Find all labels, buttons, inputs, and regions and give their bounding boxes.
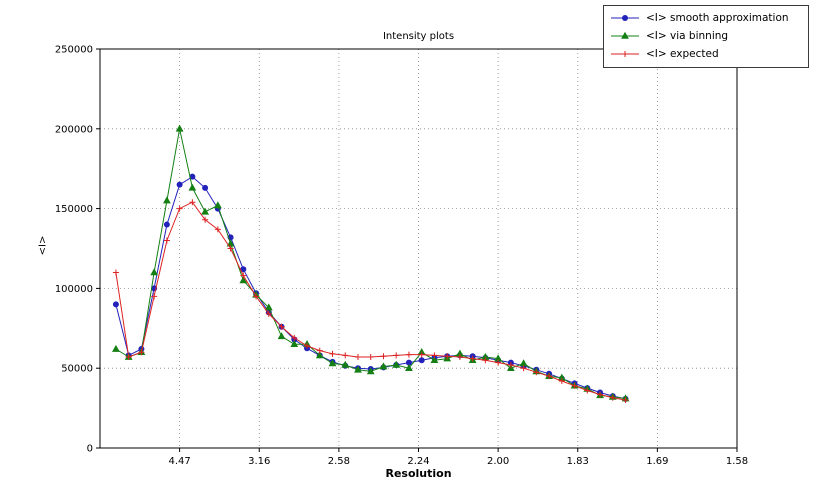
series-2	[112, 199, 629, 404]
svg-text:1.83: 1.83	[567, 456, 589, 467]
y-axis-ticks: 0 50000 100000 150000 200000 250000	[55, 45, 100, 455]
legend: <I> smooth approximation <I> via binning…	[603, 5, 809, 68]
legend-marker-circle-icon	[611, 15, 639, 21]
chart-title: Intensity plots	[382, 31, 455, 42]
axes-frame	[99, 48, 738, 449]
svg-text:150000: 150000	[55, 204, 93, 215]
x-axis-ticks: 4.47 3.16 2.58 2.24 2.00 1.83 1.69 1.58	[168, 448, 748, 467]
svg-text:50000: 50000	[61, 364, 93, 375]
svg-text:200000: 200000	[55, 124, 93, 135]
svg-text:2.58: 2.58	[328, 456, 350, 467]
y-axis-label: <I>	[37, 235, 49, 256]
svg-text:100000: 100000	[55, 284, 93, 295]
legend-marker-plus-icon	[611, 51, 639, 57]
svg-text:2.24: 2.24	[407, 456, 429, 467]
svg-text:2.00: 2.00	[487, 456, 509, 467]
svg-text:1.69: 1.69	[646, 456, 668, 467]
legend-item: <I> expected	[610, 45, 802, 63]
svg-text:3.16: 3.16	[248, 456, 270, 467]
legend-item: <I> via binning	[610, 27, 802, 45]
legend-item-label: <I> smooth approximation	[646, 12, 789, 24]
legend-item: <I> smooth approximation	[610, 9, 802, 27]
legend-item-label: <I> expected	[646, 48, 719, 60]
legend-item-label: <I> via binning	[646, 30, 729, 42]
svg-text:1.58: 1.58	[726, 456, 748, 467]
svg-text:0: 0	[87, 444, 93, 455]
legend-marker-triangle-icon	[611, 31, 639, 39]
grid	[100, 48, 738, 449]
x-axis-label: Resolution	[385, 467, 452, 480]
svg-text:250000: 250000	[55, 45, 93, 56]
svg-text:4.47: 4.47	[168, 456, 190, 467]
